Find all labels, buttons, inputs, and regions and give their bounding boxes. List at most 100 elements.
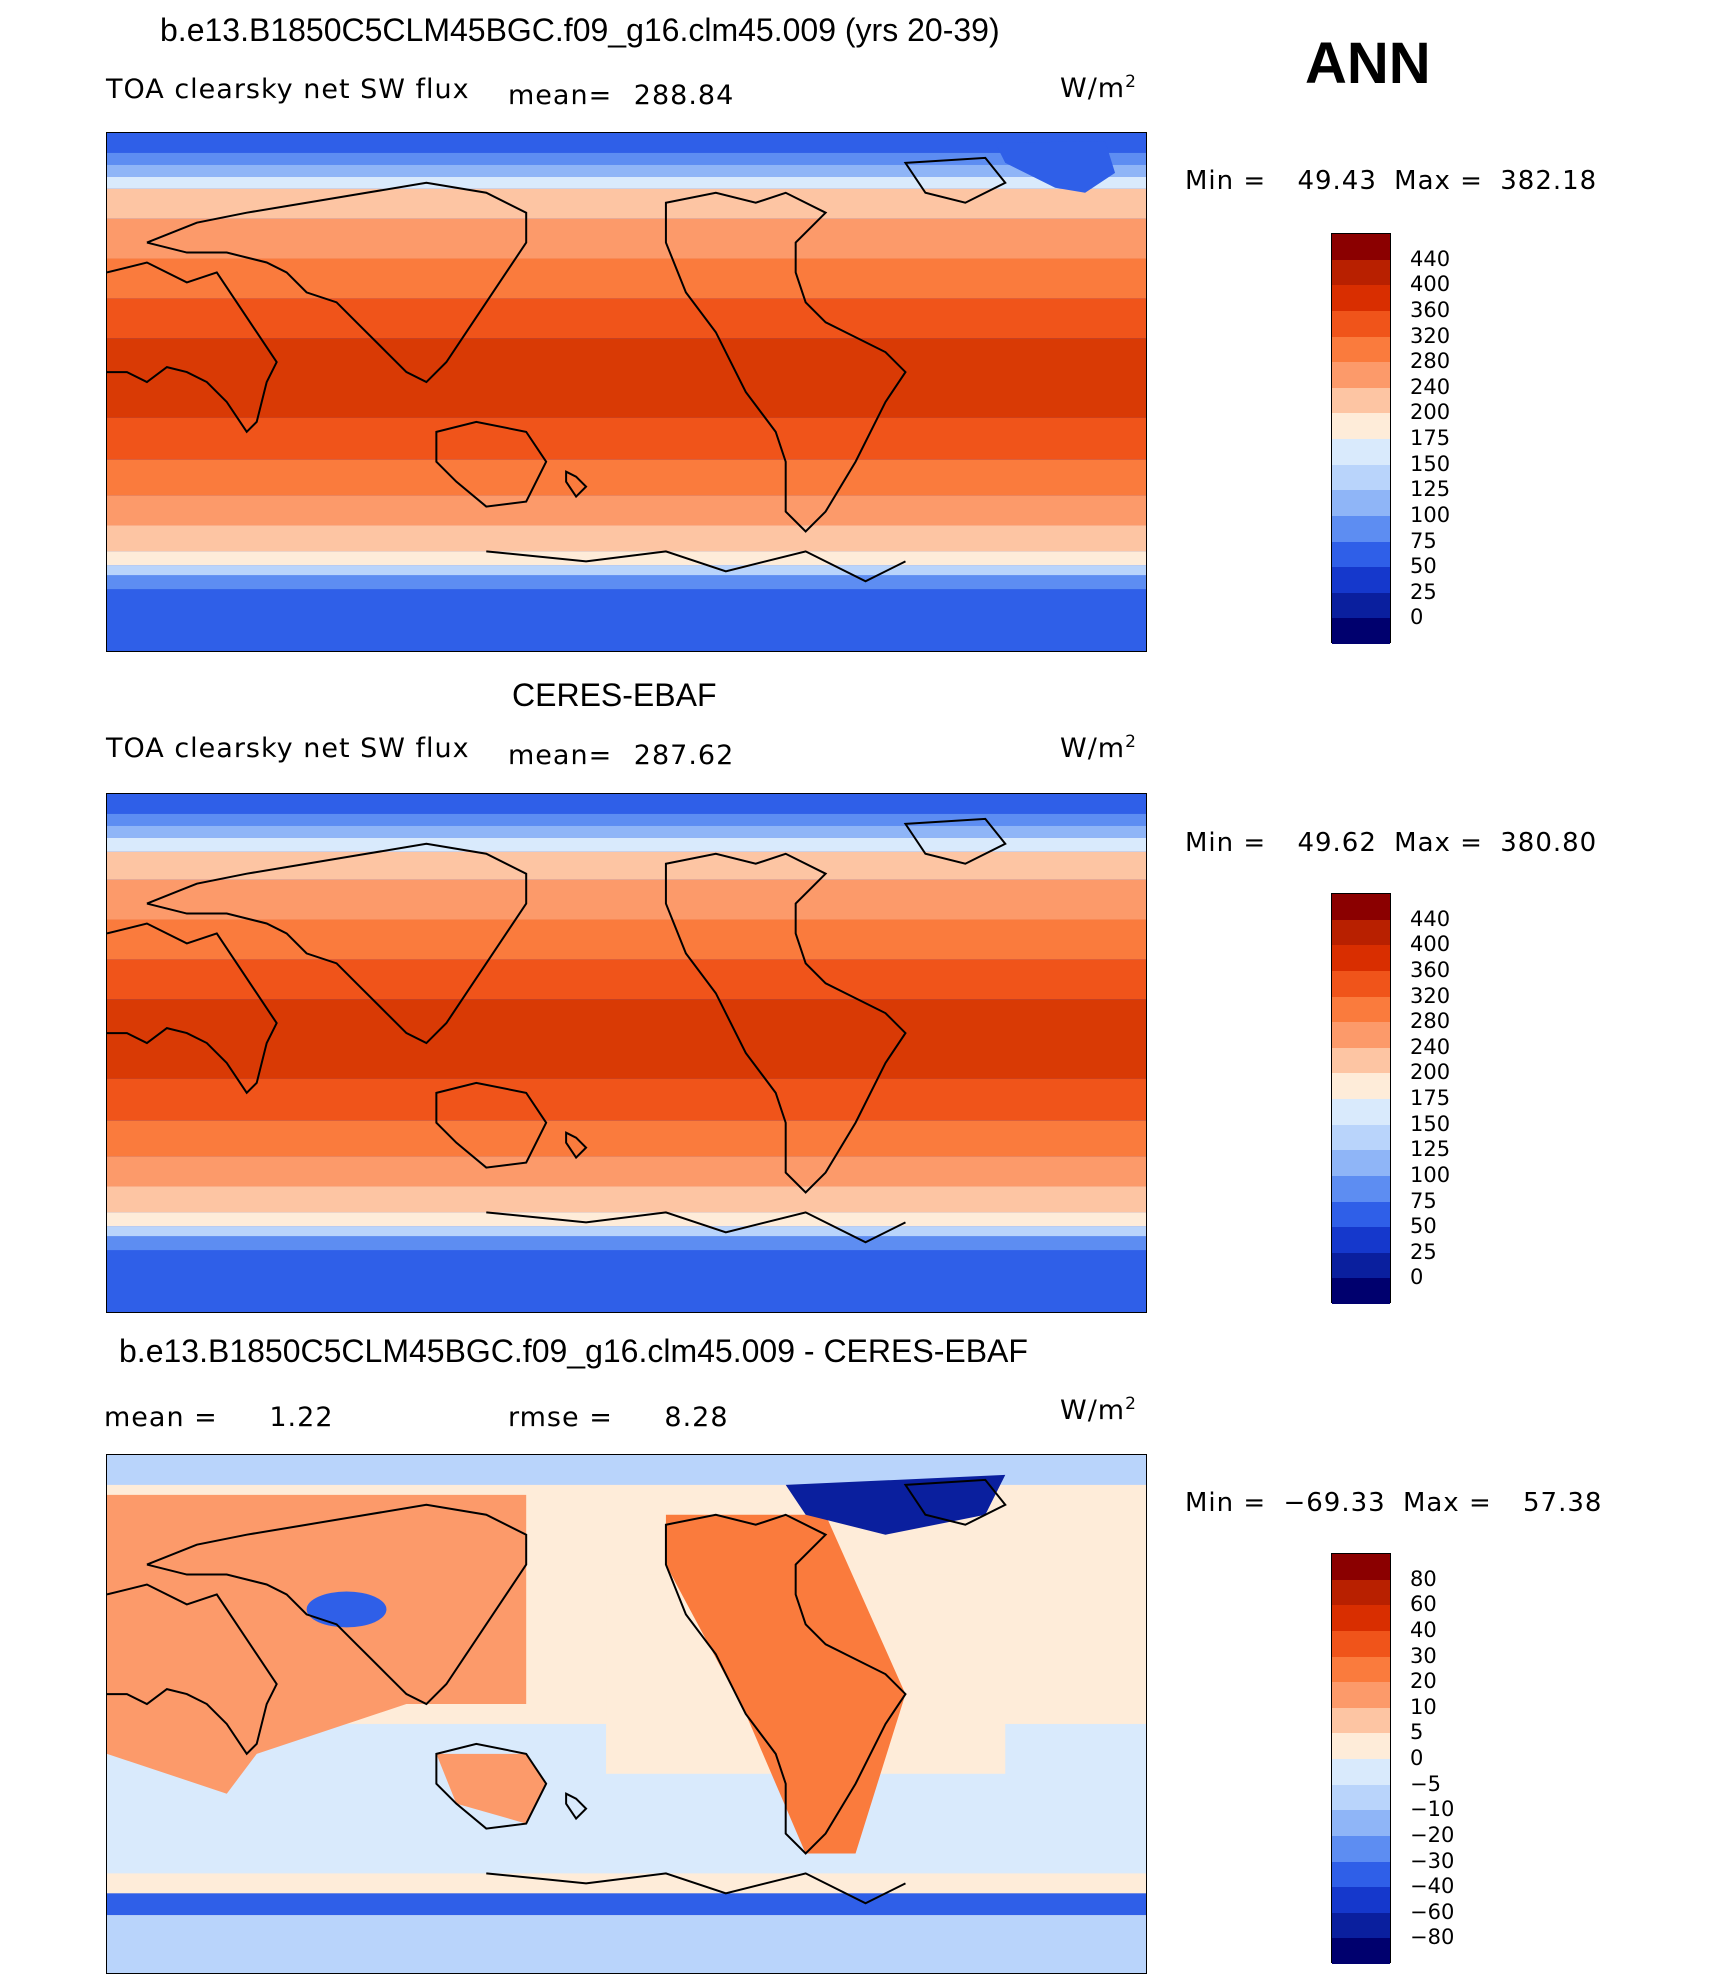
panel1-max-label: Max = (1394, 166, 1483, 196)
colorbar-tick-label: 25 (1410, 1239, 1437, 1264)
panel1-min-value: 49.43 (1297, 166, 1377, 196)
colorbar-tick-label: 100 (1410, 1162, 1451, 1187)
panel1-min-label: Min = (1185, 166, 1267, 196)
colorbar-segment (1332, 894, 1390, 920)
colorbar-tick-label: 10 (1410, 1694, 1437, 1719)
colorbar-segment (1332, 1938, 1390, 1964)
colorbar-segment (1332, 945, 1390, 971)
colorbar-segment (1332, 1022, 1390, 1048)
colorbar-tick-label: 0 (1410, 605, 1424, 630)
panel3-rmse-label: rmse = (508, 1402, 613, 1433)
panel2-colorbar (1331, 893, 1391, 1304)
colorbar-tick-label: 125 (1410, 1137, 1451, 1162)
colorbar-segment (1332, 1887, 1390, 1913)
colorbar-segment (1332, 490, 1390, 516)
colorbar-tick-label: 0 (1410, 1746, 1424, 1770)
colorbar-segment (1332, 1099, 1390, 1125)
colorbar-tick-label: 400 (1410, 272, 1451, 297)
panel3-title: b.e13.B1850C5CLM45BGC.f09_g16.clm45.009 … (119, 1333, 1028, 1369)
colorbar-tick-label: 75 (1410, 528, 1437, 553)
colorbar-segment (1332, 387, 1390, 414)
panel2-min-label: Min = (1185, 828, 1267, 858)
colorbar-tick-label: 240 (1410, 374, 1451, 399)
colorbar-tick-label: 0 (1410, 1265, 1424, 1290)
panel3-min-value: −69.33 (1283, 1488, 1386, 1518)
colorbar-segment (1332, 1759, 1390, 1785)
colorbar-segment (1332, 970, 1390, 997)
colorbar-segment (1332, 1150, 1390, 1176)
colorbar-tick-label: 440 (1410, 246, 1451, 271)
colorbar-tick-label: −80 (1410, 1925, 1455, 1950)
panel1-variable-label: TOA clearsky net SW flux (106, 74, 470, 105)
colorbar-tick-label: −5 (1410, 1771, 1441, 1796)
panel2-units: W/m2 (1060, 732, 1137, 764)
colorbar-tick-label: −40 (1410, 1874, 1455, 1899)
colorbar-tick-label: 150 (1410, 1111, 1451, 1136)
colorbar-tick-label: 20 (1410, 1669, 1437, 1694)
colorbar-tick-label: −30 (1410, 1848, 1455, 1873)
colorbar-segment (1332, 515, 1390, 542)
colorbar-segment (1332, 259, 1390, 286)
colorbar-segment (1332, 1733, 1390, 1759)
colorbar-segment (1332, 1579, 1390, 1606)
colorbar-tick-label: 150 (1410, 451, 1451, 476)
panel3-mean-value: 1.22 (269, 1402, 334, 1433)
colorbar-segment (1332, 1784, 1390, 1811)
panel1-mean-value: 288.84 (633, 80, 735, 111)
colorbar-segment (1332, 1227, 1390, 1253)
panel1-map (106, 132, 1147, 652)
colorbar-segment (1332, 1605, 1390, 1631)
colorbar-segment (1332, 1912, 1390, 1939)
season-label: ANN (1305, 31, 1431, 96)
colorbar-tick-label: −10 (1410, 1797, 1455, 1822)
colorbar-segment (1332, 234, 1390, 260)
colorbar-segment (1332, 1656, 1390, 1683)
panel1-colorbar (1331, 233, 1391, 644)
colorbar-segment (1332, 310, 1390, 337)
colorbar-tick-label: 25 (1410, 579, 1437, 604)
colorbar-tick-label: −60 (1410, 1899, 1455, 1924)
panel3-units: W/m2 (1060, 1394, 1137, 1426)
colorbar-tick-label: 50 (1410, 554, 1437, 579)
colorbar-segment (1332, 1047, 1390, 1074)
colorbar-segment (1332, 1175, 1390, 1202)
panel3-map (106, 1454, 1147, 1974)
colorbar-tick-label: −20 (1410, 1822, 1455, 1847)
panel1-map-svg (107, 133, 1146, 651)
panel3-min-label: Min = (1185, 1488, 1267, 1518)
panel2-mean-value: 287.62 (633, 740, 735, 771)
panel1-mean-label: mean= (508, 80, 613, 111)
colorbar-segment (1332, 1201, 1390, 1228)
colorbar-tick-label: 175 (1410, 426, 1451, 450)
colorbar-tick-label: 240 (1410, 1034, 1451, 1059)
colorbar-segment (1332, 567, 1390, 593)
colorbar-tick-label: 100 (1410, 502, 1451, 527)
colorbar-tick-label: 60 (1410, 1592, 1437, 1617)
colorbar-tick-label: 75 (1410, 1188, 1437, 1213)
colorbar-tick-label: 200 (1410, 400, 1451, 425)
colorbar-tick-label: 400 (1410, 932, 1451, 957)
colorbar-segment (1332, 1861, 1390, 1888)
panel2-max-label: Max = (1394, 828, 1483, 858)
colorbar-tick-label: 80 (1410, 1566, 1437, 1591)
colorbar-segment (1332, 592, 1390, 619)
colorbar-segment (1332, 362, 1390, 388)
colorbar-segment (1332, 1682, 1390, 1708)
colorbar-tick-label: 360 (1410, 297, 1451, 322)
colorbar-segment (1332, 1554, 1390, 1580)
colorbar-segment (1332, 541, 1390, 568)
colorbar-tick-label: 5 (1410, 1720, 1424, 1745)
colorbar-segment (1332, 464, 1390, 491)
colorbar-tick-label: 280 (1410, 349, 1451, 374)
colorbar-tick-label: 125 (1410, 477, 1451, 502)
panel1-minmax: Min = 49.43 Max = 382.18 (1185, 166, 1597, 196)
colorbar-segment (1332, 285, 1390, 311)
panel2-min-value: 49.62 (1297, 828, 1377, 858)
panel3-max-value: 57.38 (1523, 1488, 1603, 1518)
panel2-map (106, 793, 1147, 1313)
panel3-max-label: Max = (1402, 1488, 1492, 1518)
colorbar-tick-label: 40 (1410, 1617, 1437, 1642)
colorbar-tick-label: 280 (1410, 1009, 1451, 1034)
colorbar-segment (1332, 1630, 1390, 1657)
colorbar-segment (1332, 439, 1390, 465)
